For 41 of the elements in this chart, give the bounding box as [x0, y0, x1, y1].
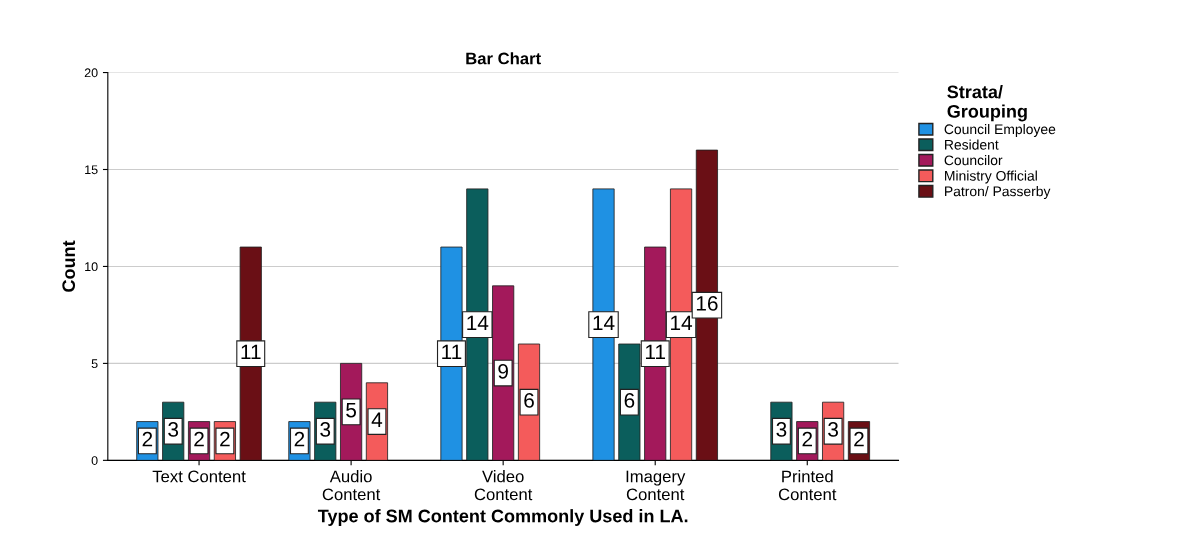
y-tick-label: 0: [91, 456, 98, 465]
x-tick-label: Imagery Content: [626, 470, 686, 501]
data-label: 2: [854, 431, 864, 447]
data-label: 14: [593, 315, 615, 330]
data-label: 2: [802, 431, 813, 447]
x-axis-title: Type of SM Content Commonly Used in LA.: [317, 509, 688, 526]
data-label: 11: [442, 344, 462, 360]
y-tick-label: 5: [91, 359, 98, 369]
x-tick-label: Text Content: [152, 470, 246, 483]
data-label: 5: [346, 402, 357, 418]
data-label: 3: [320, 422, 331, 437]
legend-title: Strata/ Grouping: [947, 85, 1027, 122]
y-axis-title: Count: [62, 240, 76, 292]
legend-label: Resident: [945, 139, 999, 150]
data-label: 2: [142, 431, 153, 447]
y-tick-label: 15: [85, 165, 98, 175]
y-tick-label: 20: [84, 68, 98, 78]
data-label: 6: [624, 393, 635, 408]
legend-label: Council Employee: [944, 123, 1056, 137]
data-label: 6: [524, 393, 534, 408]
legend-label: Ministry Official: [945, 170, 1037, 184]
legend-label: Patron/ Passerby: [945, 186, 1051, 199]
data-label: 3: [828, 422, 838, 437]
legend-label: Councilor: [944, 155, 1003, 166]
data-label: 2: [194, 431, 204, 447]
data-label: 3: [168, 422, 179, 437]
data-label: 9: [498, 363, 508, 379]
y-tick-label: 10: [85, 262, 98, 272]
data-label: 3: [776, 422, 787, 437]
x-tick-label: Audio Content: [322, 470, 381, 501]
chart-title: Bar Chart: [466, 52, 541, 65]
data-label: 16: [696, 296, 718, 311]
x-tick-label: Video Content: [474, 470, 533, 501]
data-label: 2: [220, 431, 230, 447]
data-label: 11: [241, 344, 261, 360]
data-label: 14: [671, 315, 693, 330]
data-label: 2: [294, 431, 305, 447]
data-label: 14: [467, 315, 489, 330]
data-label: 11: [645, 344, 666, 360]
data-label: 4: [371, 412, 383, 427]
x-tick-label: Printed Content: [778, 470, 837, 501]
